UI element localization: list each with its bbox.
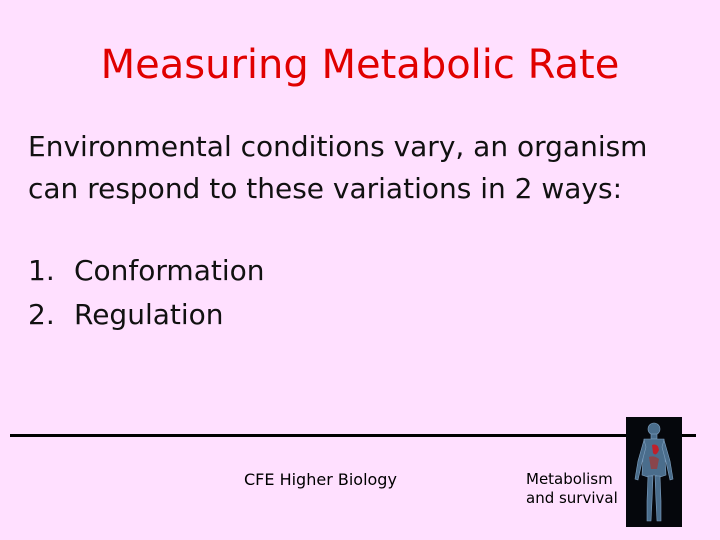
body-text: can respond to these variations in 2 way…	[28, 172, 623, 205]
footer-text: and survival	[526, 489, 618, 507]
anatomy-image	[626, 417, 682, 527]
list-marker: 1.	[28, 254, 55, 287]
list-text: Regulation	[74, 298, 224, 331]
footer-text: Metabolism	[526, 470, 613, 488]
body-text: Environmental conditions vary, an organi…	[28, 130, 648, 163]
slide-title: Measuring Metabolic Rate	[100, 42, 620, 88]
divider	[10, 434, 696, 437]
footer-text: CFE Higher Biology	[244, 470, 397, 489]
list-marker: 2.	[28, 298, 55, 331]
list-item: 1. Conformation	[28, 254, 265, 287]
list-text: Conformation	[74, 254, 265, 287]
list-item: 2. Regulation	[28, 298, 224, 331]
